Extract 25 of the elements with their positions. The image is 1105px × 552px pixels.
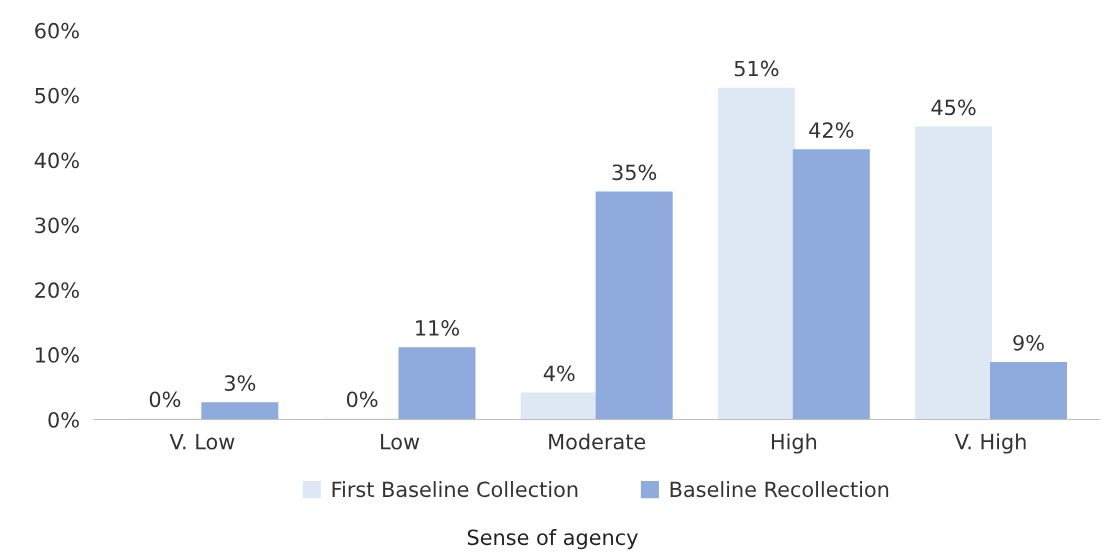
y-tick-label: 0% <box>48 411 79 428</box>
y-tick-label: 60% <box>35 22 79 39</box>
data-label: 11% <box>416 320 459 336</box>
data-label: 42% <box>809 122 854 138</box>
x-tick-label: Moderate <box>549 433 646 450</box>
x-tick-label: High <box>771 433 817 454</box>
data-label: 35% <box>612 164 657 181</box>
data-label: 0% <box>149 391 181 408</box>
data-label: 4% <box>543 365 575 382</box>
x-tick-label: Low <box>381 434 420 450</box>
y-tick-label: 50% <box>35 87 79 104</box>
data-label: 0% <box>346 391 378 408</box>
data-label: 9% <box>1013 334 1044 351</box>
y-tick-label: 30% <box>35 217 79 234</box>
legend-label: Baseline Recollection <box>670 481 889 498</box>
x-tick-label: V. Low <box>169 434 235 450</box>
data-label: 45% <box>931 99 976 116</box>
x-axis-title: Sense of agency <box>467 529 638 550</box>
data-label: 51% <box>734 60 779 77</box>
y-tick-label: 20% <box>35 282 79 299</box>
legend-label: First Baseline Collection <box>332 481 578 498</box>
x-tick-label: V. High <box>954 433 1026 454</box>
y-tick-label: 10% <box>36 347 79 363</box>
data-label: 3% <box>224 375 256 391</box>
y-tick-label: 40% <box>34 152 79 169</box>
